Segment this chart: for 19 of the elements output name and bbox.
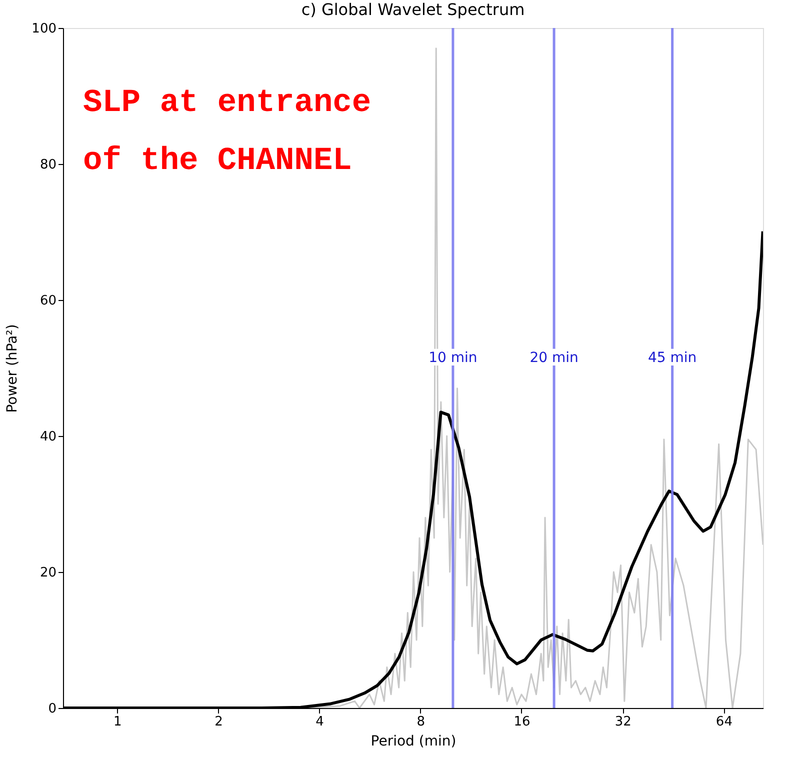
- y-tick-label: 0: [48, 702, 56, 716]
- x-tick-label: 2: [214, 714, 223, 730]
- annotation: SLP at entrance of the CHANNEL: [83, 84, 372, 179]
- ref-line-label: 20 min: [530, 350, 578, 366]
- x-tick-label: 16: [514, 714, 530, 730]
- x-tick-label: 64: [716, 714, 732, 730]
- y-tick-label: 60: [40, 294, 56, 308]
- y-axis-title: Power (hPa²): [4, 324, 21, 413]
- y-tick-label: 40: [40, 430, 56, 444]
- y-tick-label: 20: [40, 566, 56, 580]
- ref-line-label: 45 min: [648, 350, 697, 366]
- y-tick-label: 80: [40, 158, 56, 172]
- x-axis-title: Period (min): [370, 734, 456, 750]
- x-tick-label: 1: [113, 714, 122, 730]
- y-tick-label: 100: [32, 22, 56, 36]
- x-tick-label: 32: [614, 714, 632, 730]
- x-tick-label: 4: [316, 714, 324, 730]
- chart-title: c) Global Wavelet Spectrum: [301, 0, 525, 19]
- x-tick-label: 8: [416, 714, 426, 730]
